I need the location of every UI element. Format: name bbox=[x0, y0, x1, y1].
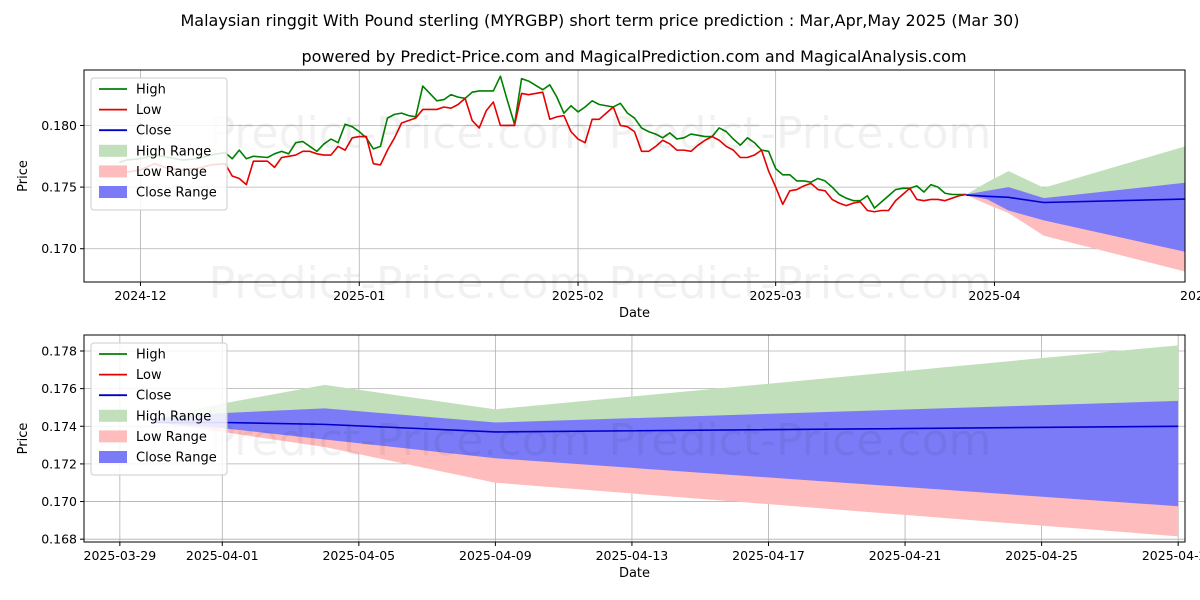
legend-label-close-range: Close Range bbox=[136, 451, 217, 466]
legend-swatch-close-range bbox=[99, 186, 127, 198]
legend-label-low: Low bbox=[136, 368, 162, 383]
axes-frame bbox=[83, 334, 1186, 543]
x-tick-label: 2025-04-29 bbox=[1142, 548, 1200, 563]
top-panel: Predict-Price.com Predict-Price.com Predic… bbox=[16, 69, 1200, 321]
watermark: Predict-Price.com bbox=[609, 108, 992, 159]
legend-label-low: Low bbox=[136, 103, 162, 118]
x-axis-label: Date bbox=[619, 306, 650, 321]
legend-swatch-high-range bbox=[99, 409, 127, 422]
legend-label-high: High bbox=[136, 83, 166, 98]
legend-label-high: High bbox=[136, 348, 166, 363]
y-axis-label: Price bbox=[16, 423, 31, 455]
y-tick-label: 0.174 bbox=[41, 419, 77, 434]
legend-swatch-high-range bbox=[99, 144, 127, 157]
y-tick-label: 0.172 bbox=[41, 456, 77, 471]
x-tick-label: 2025-02 bbox=[552, 288, 604, 303]
x-tick-label: 2024-12 bbox=[114, 288, 166, 303]
watermark: Predict-Price.com bbox=[209, 108, 592, 159]
x-tick-label: 2025-05 bbox=[1180, 288, 1200, 303]
y-tick-label: 0.168 bbox=[41, 532, 77, 547]
axes-frame bbox=[83, 69, 1186, 283]
watermark: Predict-Price.com bbox=[209, 415, 592, 466]
y-tick-label: 0.170 bbox=[41, 241, 77, 256]
x-tick-label: 2025-04-25 bbox=[1005, 548, 1078, 563]
x-tick-label: 2025-04-17 bbox=[732, 548, 805, 563]
legend: High Low Close High Range Low Range Close Ran… bbox=[90, 77, 228, 211]
close-series-line bbox=[966, 194, 1185, 204]
bottom-panel: Predict-Price.com Predict-Price.com 0.168 0… bbox=[16, 334, 1200, 581]
x-tick-label: 2025-03 bbox=[750, 288, 802, 303]
y-tick-label: 0.175 bbox=[41, 180, 77, 195]
x-axis-label: Date bbox=[619, 566, 650, 581]
legend-label-low-range: Low Range bbox=[136, 165, 207, 180]
legend-label-high-range: High Range bbox=[136, 409, 211, 424]
legend-label-high-range: High Range bbox=[136, 144, 211, 159]
y-axis-label: Price bbox=[16, 160, 31, 192]
high-range-band bbox=[966, 146, 1185, 203]
x-tick-label: 2025-04-21 bbox=[869, 548, 942, 563]
y-tick-label: 0.180 bbox=[41, 118, 77, 133]
y-tick-label: 0.178 bbox=[41, 343, 77, 358]
watermark: Predict-Price.com bbox=[209, 258, 592, 309]
legend: High Low Close High Range Low Range Close Ran… bbox=[90, 342, 228, 476]
x-tick-label: 2025-03-29 bbox=[84, 548, 157, 563]
legend-swatch-low-range bbox=[99, 430, 127, 443]
chart-subtitle: powered by Predict-Price.com and Magical… bbox=[301, 47, 966, 66]
watermark: Predict-Price.com bbox=[609, 258, 992, 309]
legend-label-low-range: Low Range bbox=[136, 430, 207, 445]
watermark: Predict-Price.com bbox=[609, 415, 992, 466]
legend-label-close-range: Close Range bbox=[136, 186, 217, 201]
close-range-band bbox=[153, 400, 1179, 507]
low-series-line bbox=[119, 91, 967, 213]
legend-swatch-low-range bbox=[99, 165, 127, 178]
legend-label-close: Close bbox=[136, 389, 171, 404]
x-tick-label: 2025-04 bbox=[968, 288, 1020, 303]
chart-title: Malaysian ringgit With Pound sterling (M… bbox=[181, 11, 1020, 30]
plot-area bbox=[153, 345, 1179, 537]
x-tick-label: 2025-04-01 bbox=[186, 548, 259, 563]
legend-label-close: Close bbox=[136, 124, 171, 139]
y-tick-label: 0.176 bbox=[41, 381, 77, 396]
y-tick-label: 0.170 bbox=[41, 494, 77, 509]
high-series-line bbox=[119, 75, 967, 209]
plot-area bbox=[119, 75, 1185, 272]
x-tick-label: 2025-04-13 bbox=[596, 548, 669, 563]
x-tick-label: 2025-01 bbox=[333, 288, 385, 303]
legend-swatch-close-range bbox=[99, 451, 127, 463]
x-tick-label: 2025-04-09 bbox=[459, 548, 532, 563]
x-tick-label: 2025-04-05 bbox=[322, 548, 395, 563]
